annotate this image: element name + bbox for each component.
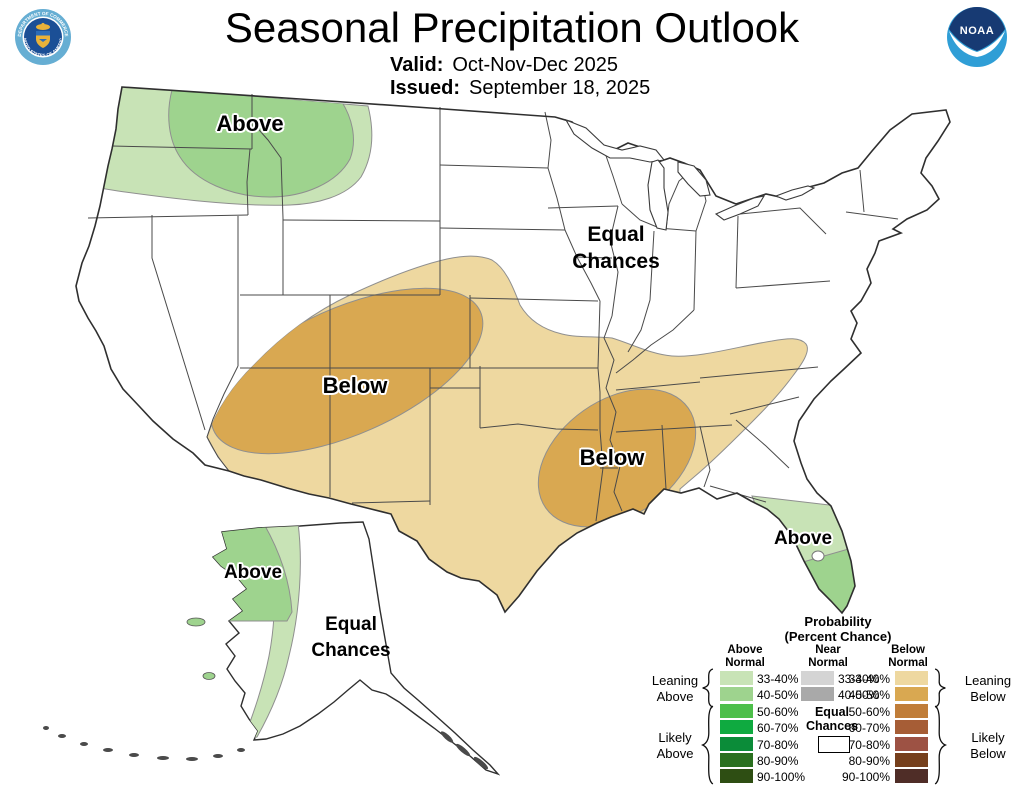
pct-below-60-70: 60-70% bbox=[848, 721, 890, 735]
pct-below-80-90: 80-90% bbox=[848, 754, 890, 768]
lake-michigan bbox=[647, 159, 669, 231]
lake-superior bbox=[564, 118, 666, 163]
label-below-south: Below bbox=[579, 445, 645, 470]
swatch-near-33-40 bbox=[801, 671, 834, 685]
page-title: Seasonal Precipitation Outlook bbox=[224, 4, 800, 51]
legend-leaning-below: Leaning Below bbox=[964, 673, 1012, 704]
swatch-above-80-90 bbox=[720, 753, 753, 767]
legend-near-normal-header: Near Normal bbox=[808, 644, 848, 669]
swatch-below-40-50 bbox=[895, 687, 928, 701]
region-southwest-below-40-50 bbox=[210, 287, 484, 455]
label-alaska-equal-chances: Equal Chances bbox=[311, 614, 391, 661]
swatch-below-60-70 bbox=[895, 720, 928, 734]
swatch-above-70-80 bbox=[720, 737, 753, 751]
legend-below-normal-header: Below Normal bbox=[888, 644, 928, 669]
pct-near-40-50: 40-50% bbox=[838, 688, 880, 702]
lake-huron bbox=[677, 161, 711, 197]
label-equal-chances-conus: Equal Chances bbox=[572, 223, 660, 273]
pct-above-70-80: 70-80% bbox=[757, 738, 799, 752]
legend-leaning-above: Leaning Above bbox=[651, 673, 699, 704]
nunivak-island bbox=[202, 672, 216, 680]
swatch-below-33-40 bbox=[895, 671, 928, 685]
pct-above-50-60: 50-60% bbox=[757, 705, 799, 719]
pct-above-60-70: 60-70% bbox=[757, 721, 799, 735]
label-below-southwest: Below bbox=[322, 373, 388, 398]
swatch-below-50-60 bbox=[895, 704, 928, 718]
legend-above-normal-header: Above Normal bbox=[725, 644, 765, 669]
lake-ontario bbox=[774, 185, 816, 201]
lake-okeechobee bbox=[811, 550, 825, 562]
legend-likely-above: Likely Above bbox=[656, 730, 694, 761]
label-pnw-above: Above bbox=[216, 111, 284, 136]
aleutian-islands bbox=[43, 726, 245, 761]
swatch-above-40-50 bbox=[720, 687, 753, 701]
issued-line: Issued: September 18, 2025 bbox=[390, 77, 650, 100]
label-florida-above: Above bbox=[773, 528, 833, 549]
noaa-logo-text: NOAA bbox=[960, 25, 994, 37]
pct-below-33-40: 33-40% bbox=[848, 672, 890, 686]
alexander-archipelago bbox=[440, 731, 489, 770]
pct-above-90-100: 90-100% bbox=[757, 770, 806, 784]
noaa-seagull bbox=[949, 31, 1005, 57]
region-pnw-above-40-50 bbox=[168, 89, 354, 198]
legend-title: Probability (Percent Chance) bbox=[784, 614, 892, 644]
issued-value: September 18, 2025 bbox=[469, 77, 651, 99]
valid-line: Valid: Oct-Nov-Dec 2025 bbox=[390, 54, 618, 77]
brace-likely-above bbox=[701, 704, 714, 786]
swatch-above-50-60 bbox=[720, 704, 753, 718]
pct-below-90-100: 90-100% bbox=[841, 770, 890, 784]
label-alaska-above: Above bbox=[223, 562, 283, 583]
pct-below-40-50: 40-50% bbox=[848, 688, 890, 702]
pct-above-80-90: 80-90% bbox=[757, 754, 799, 768]
seal-eagle bbox=[36, 24, 50, 30]
swatch-above-90-100 bbox=[720, 769, 753, 783]
legend-equal-chances-box bbox=[818, 736, 850, 753]
st-lawrence-island bbox=[186, 617, 206, 627]
pct-near-33-40: 33-40% bbox=[838, 672, 880, 686]
legend-equal-chances-label: Equal Chances bbox=[805, 705, 859, 733]
issued-label: Issued: bbox=[390, 77, 461, 99]
swatch-below-90-100 bbox=[895, 769, 928, 783]
state-boundaries bbox=[87, 94, 899, 522]
swatch-below-80-90 bbox=[895, 753, 928, 767]
swatch-near-40-50 bbox=[801, 687, 834, 701]
noaa-sky bbox=[949, 7, 1005, 51]
brace-leaning-below bbox=[934, 668, 947, 708]
pct-below-70-80: 70-80% bbox=[848, 738, 890, 752]
pct-above-33-40: 33-40% bbox=[757, 672, 799, 686]
legend-likely-below: Likely Below bbox=[970, 730, 1006, 761]
brace-leaning-above bbox=[701, 668, 714, 708]
legend: Probability (Percent Chance) Above Norma… bbox=[650, 608, 1024, 791]
great-lakes bbox=[564, 118, 816, 231]
swatch-below-70-80 bbox=[895, 737, 928, 751]
swatch-above-60-70 bbox=[720, 720, 753, 734]
pct-below-50-60: 50-60% bbox=[848, 705, 890, 719]
lake-erie bbox=[714, 195, 766, 221]
brace-likely-below bbox=[934, 704, 947, 786]
valid-value: Oct-Nov-Dec 2025 bbox=[452, 54, 618, 76]
valid-label: Valid: bbox=[390, 54, 444, 76]
swatch-above-33-40 bbox=[720, 671, 753, 685]
commerce-seal-logo: DEPARTMENT OF COMMERCE UNITED STATES OF … bbox=[14, 8, 71, 65]
pct-above-40-50: 40-50% bbox=[757, 688, 799, 702]
noaa-logo: NOAA bbox=[947, 7, 1007, 67]
